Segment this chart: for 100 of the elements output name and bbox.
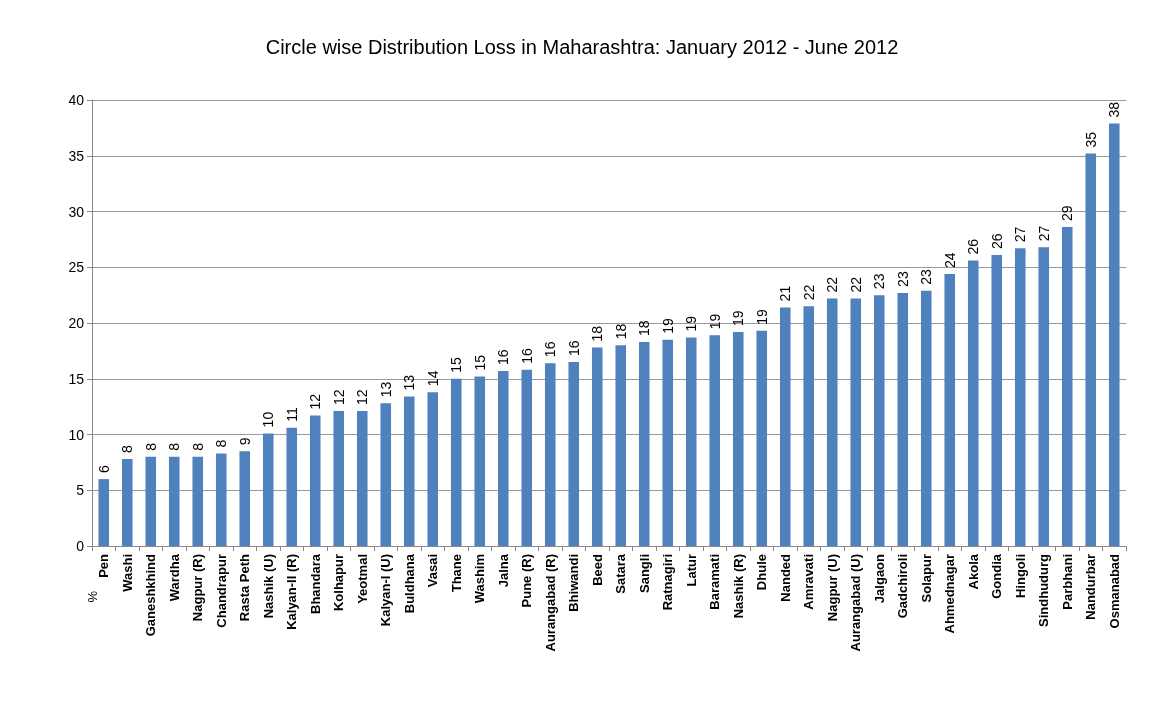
x-tick-label: Dhule — [754, 554, 770, 591]
y-tick-label: 10 — [68, 426, 85, 443]
bar — [615, 345, 627, 546]
y-axis-title: % — [84, 590, 100, 603]
data-label: 6 — [95, 465, 112, 474]
data-label: 11 — [283, 407, 300, 422]
x-tick-label: Pen — [96, 553, 112, 578]
data-label: 14 — [424, 370, 441, 387]
bar — [779, 307, 791, 546]
bar — [685, 337, 697, 546]
bar — [98, 479, 110, 546]
data-label: 8 — [166, 442, 183, 451]
x-tick-label: Nashik (U) — [260, 554, 276, 619]
x-tick-label: Solapur — [918, 554, 934, 603]
x-tick-label: Ratnagiri — [660, 554, 676, 611]
x-tick-label: Bhiwandi — [566, 554, 582, 612]
x-tick-label: Latur — [683, 554, 699, 587]
data-label: 15 — [448, 356, 465, 373]
y-tick-label: 40 — [68, 92, 85, 108]
bar — [168, 456, 180, 546]
x-tick-label: Sindhudurg — [1036, 553, 1052, 627]
data-label: 15 — [471, 354, 488, 371]
data-label: 35 — [1082, 131, 1099, 148]
data-label: 19 — [730, 310, 747, 326]
bar — [497, 370, 509, 546]
bar — [403, 396, 415, 546]
x-tick-label: Washim — [472, 554, 488, 604]
x-tick-label: Beed — [589, 553, 605, 586]
bar — [286, 427, 298, 546]
x-tick-label: Kolhapur — [331, 554, 347, 612]
data-label: 26 — [965, 238, 982, 255]
x-tick-label: Wardha — [166, 553, 182, 602]
bar — [333, 411, 345, 546]
data-label: 8 — [213, 439, 230, 448]
x-tick-label: Nanded — [777, 553, 793, 602]
bar — [591, 347, 603, 546]
y-tick-label: 5 — [76, 482, 85, 499]
y-tick-label: 35 — [68, 147, 85, 164]
data-label: 27 — [1035, 225, 1052, 242]
x-tick-label: Gondia — [989, 553, 1005, 599]
bar — [944, 273, 956, 546]
bar — [1014, 248, 1026, 546]
chart-title: Circle wise Distribution Loss in Maharashtra: January 2012 - June 2012 — [265, 36, 899, 58]
bar — [638, 341, 650, 546]
data-label: 19 — [753, 309, 770, 325]
bar — [732, 331, 744, 546]
data-label: 18 — [636, 320, 653, 336]
x-tick-label: Amravati — [801, 554, 817, 610]
data-label: 22 — [800, 284, 817, 301]
data-label: 8 — [189, 442, 206, 451]
bar — [309, 415, 321, 546]
data-label: 38 — [1106, 101, 1123, 118]
bar — [239, 451, 251, 546]
data-label: 29 — [1059, 205, 1076, 222]
data-label: 8 — [142, 442, 159, 451]
bar — [756, 330, 768, 546]
bar — [1061, 227, 1073, 546]
x-tick-label: Bhandara — [307, 553, 323, 614]
data-label: 16 — [495, 349, 512, 365]
x-tick-label: Aurangabad (R) — [542, 554, 558, 652]
data-label: 12 — [307, 393, 324, 410]
bar — [427, 392, 439, 546]
x-tick-label: Satara — [613, 553, 629, 594]
data-label: 19 — [706, 313, 723, 330]
data-label: 21 — [777, 285, 794, 302]
y-tick-label: 30 — [68, 203, 85, 220]
bar — [709, 335, 721, 546]
data-label: 26 — [988, 233, 1005, 249]
data-label: 12 — [354, 389, 371, 406]
data-label: 12 — [330, 389, 347, 406]
data-label: 18 — [589, 325, 606, 342]
data-label: 19 — [683, 315, 700, 332]
bar — [803, 306, 815, 546]
x-tick-label: Parbhani — [1059, 554, 1075, 610]
x-tick-label: Nagpur (U) — [824, 554, 840, 622]
x-tick-label: Nandurbar — [1083, 554, 1099, 620]
x-tick-label: Hingoli — [1012, 554, 1028, 599]
data-label: 18 — [612, 323, 629, 340]
bar — [356, 411, 368, 546]
x-tick-label: Osmanabad — [1106, 553, 1122, 629]
x-tick-label: Kalyan-I (U) — [378, 554, 394, 627]
data-label: 27 — [1012, 226, 1029, 243]
data-label: 16 — [565, 340, 582, 357]
x-tick-label: Yeotmal — [354, 554, 370, 604]
bar — [450, 378, 462, 546]
x-tick-label: Baramati — [707, 554, 723, 610]
bar — [662, 339, 674, 546]
x-tick-label: Washi — [119, 554, 135, 592]
bar — [121, 459, 133, 546]
bar — [850, 298, 862, 546]
x-tick-label: Akola — [965, 553, 981, 590]
data-label: 19 — [659, 317, 676, 334]
bar — [568, 362, 580, 546]
x-tick-label: Jalna — [495, 553, 511, 588]
bar — [991, 254, 1003, 546]
x-tick-label: Kalyan-II (R) — [284, 554, 300, 630]
data-label: 22 — [847, 276, 864, 293]
y-tick-label: 15 — [68, 370, 85, 387]
x-tick-label: Rasta Peth — [237, 553, 253, 622]
x-tick-label: Vasai — [425, 554, 441, 588]
